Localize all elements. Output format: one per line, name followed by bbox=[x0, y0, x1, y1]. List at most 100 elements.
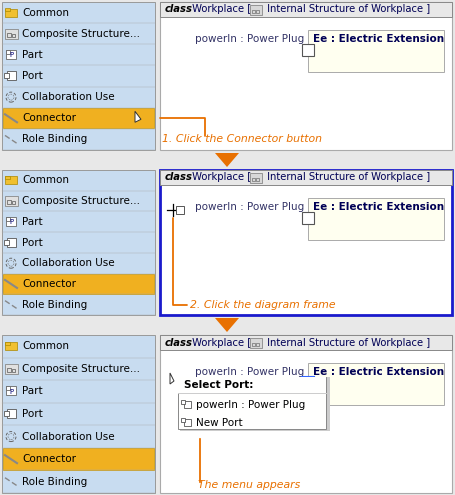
Text: 1. Click the Connector button: 1. Click the Connector button bbox=[162, 134, 322, 144]
Text: Collaboration Use: Collaboration Use bbox=[22, 92, 115, 102]
Text: Internal Structure of Workplace ]: Internal Structure of Workplace ] bbox=[264, 172, 430, 183]
Bar bbox=[12, 201, 15, 204]
Bar bbox=[4, 73, 9, 78]
Bar bbox=[7, 238, 16, 247]
Text: powerIn : Power Plug: powerIn : Power Plug bbox=[195, 367, 304, 377]
Bar bbox=[7, 368, 11, 372]
Polygon shape bbox=[215, 318, 239, 332]
Bar bbox=[4, 240, 9, 245]
Bar bbox=[6, 387, 16, 396]
Text: 2. Click the diagram frame: 2. Click the diagram frame bbox=[190, 300, 336, 310]
Text: Collaboration Use: Collaboration Use bbox=[22, 432, 115, 442]
Text: Workplace [: Workplace [ bbox=[189, 4, 251, 14]
Text: Workplace [: Workplace [ bbox=[189, 338, 251, 347]
Bar bbox=[160, 2, 452, 17]
Text: Part: Part bbox=[22, 50, 43, 60]
Bar bbox=[6, 387, 10, 391]
Text: Port: Port bbox=[22, 409, 43, 419]
Bar bbox=[180, 377, 330, 431]
Text: Role Binding: Role Binding bbox=[22, 135, 87, 145]
Text: Ee : Electric Extension: Ee : Electric Extension bbox=[313, 202, 444, 212]
Bar bbox=[178, 377, 326, 393]
Text: Part: Part bbox=[22, 217, 43, 227]
Bar bbox=[252, 9, 255, 12]
Bar bbox=[5, 342, 10, 345]
Bar bbox=[302, 377, 314, 389]
Bar bbox=[302, 212, 314, 224]
Text: The menu appears: The menu appears bbox=[198, 480, 300, 490]
Text: New Port: New Port bbox=[196, 418, 243, 428]
Text: Port: Port bbox=[22, 238, 43, 248]
Text: class: class bbox=[165, 338, 193, 347]
Bar bbox=[6, 50, 16, 59]
Text: Common: Common bbox=[22, 7, 69, 17]
Bar bbox=[3, 448, 154, 470]
Bar bbox=[5, 176, 17, 184]
Bar bbox=[4, 411, 9, 416]
Text: Internal Structure of Workplace ]: Internal Structure of Workplace ] bbox=[264, 4, 430, 14]
Bar bbox=[12, 34, 15, 37]
Bar bbox=[302, 44, 314, 56]
Bar bbox=[5, 29, 18, 39]
Bar bbox=[256, 343, 259, 346]
Text: Role Binding: Role Binding bbox=[22, 299, 87, 310]
Bar bbox=[2, 335, 155, 493]
Bar bbox=[181, 400, 185, 404]
Bar bbox=[7, 409, 16, 418]
Bar bbox=[2, 2, 155, 150]
Text: powerIn : Power Plug: powerIn : Power Plug bbox=[195, 34, 304, 44]
Text: P: P bbox=[9, 52, 13, 58]
Bar bbox=[160, 335, 452, 493]
Text: Internal Structure of Workplace ]: Internal Structure of Workplace ] bbox=[264, 338, 430, 347]
Bar bbox=[160, 335, 452, 350]
Bar bbox=[308, 30, 444, 72]
Polygon shape bbox=[215, 153, 239, 167]
Text: P: P bbox=[9, 389, 13, 395]
Text: Workplace [: Workplace [ bbox=[189, 172, 251, 183]
Bar bbox=[6, 217, 16, 226]
Bar bbox=[3, 108, 154, 128]
Bar bbox=[7, 71, 16, 80]
Bar bbox=[308, 198, 444, 240]
Bar bbox=[250, 338, 262, 347]
Text: Connector: Connector bbox=[22, 113, 76, 123]
Bar bbox=[256, 9, 259, 12]
Bar bbox=[5, 196, 18, 206]
Text: Ee : Electric Extension: Ee : Electric Extension bbox=[313, 34, 444, 44]
Text: class: class bbox=[165, 4, 193, 14]
Text: powerIn : Power Plug: powerIn : Power Plug bbox=[195, 202, 304, 212]
Bar bbox=[250, 4, 262, 14]
Polygon shape bbox=[135, 111, 141, 122]
Text: Composite Structure...: Composite Structure... bbox=[22, 196, 140, 206]
Text: Common: Common bbox=[22, 341, 69, 351]
Bar bbox=[256, 178, 259, 181]
Bar bbox=[252, 343, 255, 346]
Bar bbox=[5, 8, 10, 11]
Bar bbox=[7, 200, 11, 204]
Bar bbox=[176, 206, 184, 214]
Text: class: class bbox=[165, 172, 193, 183]
Bar bbox=[6, 50, 10, 54]
Bar bbox=[5, 364, 18, 374]
Text: Port: Port bbox=[22, 71, 43, 81]
Text: Composite Structure...: Composite Structure... bbox=[22, 29, 140, 39]
Bar bbox=[181, 418, 185, 422]
Text: Part: Part bbox=[22, 387, 43, 396]
Text: powerIn : Power Plug: powerIn : Power Plug bbox=[196, 400, 305, 410]
Bar bbox=[6, 217, 10, 221]
Polygon shape bbox=[170, 373, 174, 384]
Bar bbox=[252, 178, 255, 181]
Text: Collaboration Use: Collaboration Use bbox=[22, 258, 115, 268]
Text: Connector: Connector bbox=[22, 279, 76, 289]
Bar bbox=[178, 377, 326, 429]
Bar bbox=[184, 419, 191, 426]
Text: Ee : Electric Extension: Ee : Electric Extension bbox=[313, 367, 444, 377]
Bar bbox=[250, 172, 262, 183]
Text: Common: Common bbox=[22, 175, 69, 185]
Bar bbox=[160, 170, 452, 315]
Bar bbox=[5, 176, 10, 179]
Bar bbox=[5, 8, 17, 16]
Bar bbox=[7, 33, 11, 37]
Text: Connector: Connector bbox=[22, 454, 76, 464]
Bar bbox=[160, 170, 452, 185]
